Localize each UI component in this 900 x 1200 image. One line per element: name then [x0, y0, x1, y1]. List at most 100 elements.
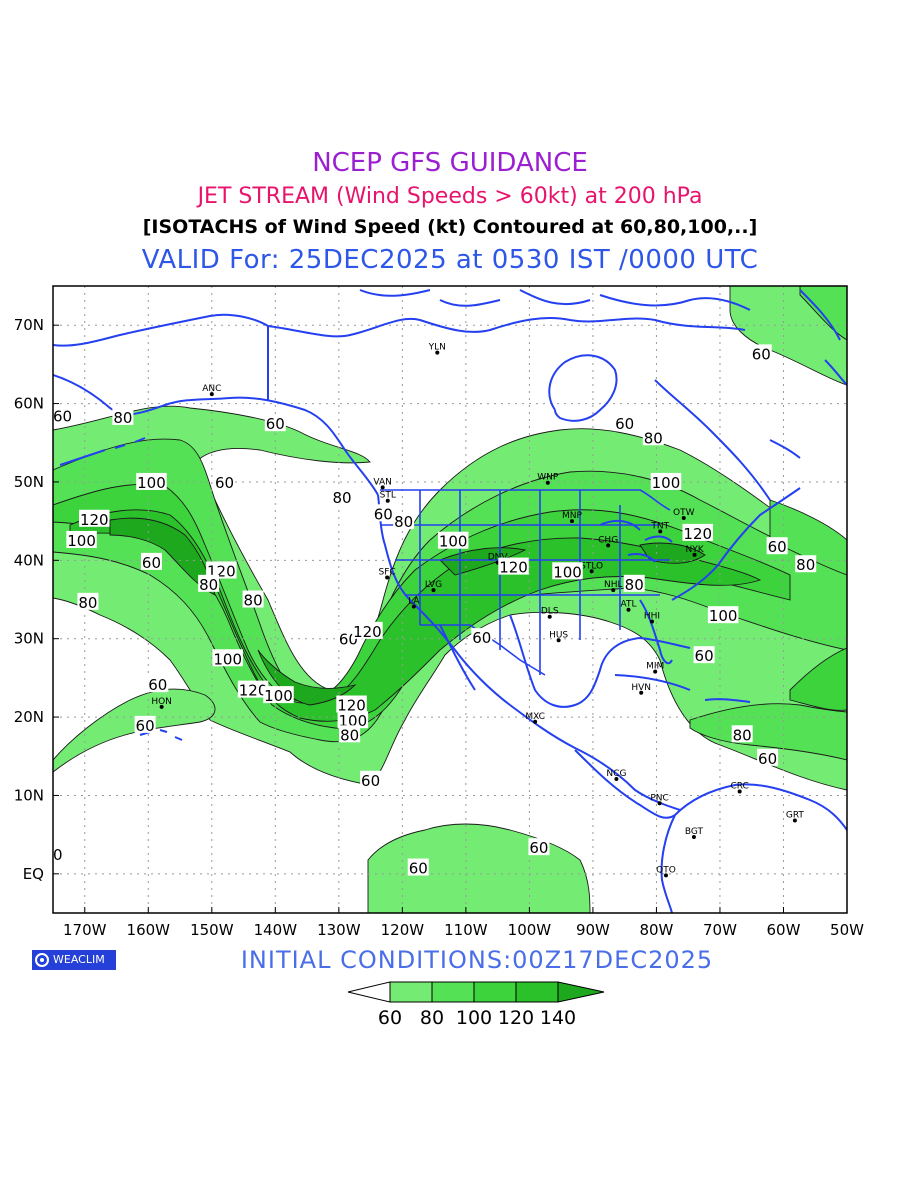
isotach-label-bg: [134, 715, 156, 733]
isotach-label-bg: [407, 858, 429, 876]
isotach-label-bg: [53, 406, 74, 424]
color-bar: 60 80 100 120 140: [347, 981, 605, 1029]
station-dot: [663, 873, 668, 878]
isotach-label: 80: [199, 576, 218, 594]
isotach-label-bg: [614, 414, 636, 432]
station-dot: [691, 834, 696, 839]
station-label: HON: [151, 697, 172, 707]
isotach-label-bg: [140, 552, 162, 570]
isotach-label-bg: [198, 574, 220, 592]
title-valid-time: VALID For: 25DEC2025 at 0530 IST /0000 U…: [141, 245, 759, 275]
isotach-label-bg: [79, 509, 110, 527]
isotach-label-bg: [336, 695, 367, 713]
station-label: MNP: [562, 511, 582, 521]
station-dot: [692, 552, 697, 557]
isotach-label: 60: [361, 772, 380, 790]
station-markers: ANC YLN VAN STL WNP MNP OTW TNT CHG NYK DNV SFC LVG L…: [151, 343, 804, 878]
isotach-label: 60: [53, 407, 72, 425]
isotach-label: 60: [758, 750, 777, 768]
station-label: VAN: [373, 477, 391, 487]
isotach-140-core-1: [109, 517, 216, 596]
isotach-label: 60: [615, 415, 634, 433]
isotach-label-bg: [372, 504, 394, 522]
lon-tick-label: 110W: [444, 921, 488, 939]
isotach-label: 60: [472, 629, 491, 647]
cuba: [614, 674, 691, 691]
isotach-label: 100: [709, 607, 738, 625]
station-label: CRC: [730, 782, 748, 792]
isotach-label: 100: [264, 687, 293, 705]
station-label: NCG: [606, 769, 626, 779]
isotach-label-bg: [682, 523, 713, 541]
florida: [639, 599, 673, 665]
coast-alaska-west: [53, 374, 231, 416]
hudson-bay: [548, 354, 618, 422]
station-label: WNP: [537, 473, 559, 483]
coast-alaska-north: [53, 313, 269, 347]
station-dot: [737, 789, 742, 794]
lat-tick-label: 70N: [14, 316, 44, 334]
colorbar-lower-triangle: [347, 981, 391, 1003]
isotach-labels: 60 80 606010080120100606080120808010012010…: [53, 344, 817, 878]
station-dot: [385, 498, 390, 503]
isotach-label-bg: [53, 845, 64, 863]
isotach-label-bg: [623, 574, 645, 592]
isotach-label-bg: [77, 592, 99, 610]
isotach-label-bg: [498, 557, 529, 575]
coast-south-america-west: [660, 814, 676, 913]
colorbar-bin-100: [473, 981, 517, 1003]
hispaniola-pr: [704, 698, 751, 703]
isotach-label: 60: [695, 647, 714, 665]
coastlines: [53, 289, 847, 913]
isotach-label-bg: [693, 646, 715, 664]
isotach-label-bg: [360, 770, 382, 788]
lon-tick-label: 50W: [830, 921, 864, 939]
lon-tick-label: 150W: [190, 921, 234, 939]
isotach-label-bg: [707, 606, 739, 624]
station-label: LA: [408, 597, 420, 607]
isotach-label: 60: [409, 860, 428, 878]
isotach-label-bg: [339, 725, 361, 743]
coast-us-west: [377, 494, 511, 706]
longitude-axis: 170W 160W 150W 140W 130W 120W 110W 100W 90W 80W 70…: [63, 907, 864, 939]
isotach-label: 120: [239, 682, 268, 700]
station-dot: [547, 614, 552, 619]
isotach-140-core-4: [639, 542, 706, 564]
station-dot: [639, 690, 644, 695]
isotach-label: 100: [439, 533, 468, 551]
station-dot: [589, 569, 594, 574]
coast-canada-arctic: [267, 317, 746, 338]
weaclim-logo: WEACLIM: [32, 950, 116, 970]
station-label: HHI: [644, 611, 660, 621]
station-label: GRT: [786, 811, 805, 821]
colorbar-bin-120: [515, 981, 559, 1003]
isotach-label: 100: [652, 474, 681, 492]
station-dot: [556, 638, 561, 643]
lat-tick-label: 30N: [14, 630, 44, 648]
colorbar-label: 120: [498, 1007, 534, 1029]
station-dot: [606, 543, 611, 548]
isotach-label-bg: [393, 512, 415, 530]
station-dot: [431, 588, 436, 593]
greenland-coast: [799, 289, 847, 386]
station-label: SFC: [379, 568, 396, 578]
coast-us-east: [671, 487, 801, 601]
isotach-label: 80: [644, 429, 663, 447]
title-product: NCEP GFS GUIDANCE: [312, 148, 588, 178]
isotach-label-bg: [750, 344, 772, 362]
isotach-label: 60: [142, 554, 161, 572]
colorbar-label: 100: [456, 1007, 492, 1029]
station-label: STL: [380, 491, 396, 501]
isotach-label: 100: [137, 474, 166, 492]
station-label: LVG: [425, 580, 442, 590]
isotach-label: 80: [244, 592, 263, 610]
isotach-label-bg: [112, 407, 134, 425]
lon-tick-label: 90W: [576, 921, 610, 939]
station-dot: [159, 704, 164, 709]
station-label: PNC: [650, 793, 668, 803]
isotach-label: 120: [337, 697, 366, 715]
lat-tick-label: 20N: [14, 708, 44, 726]
lon-tick-label: 60W: [767, 921, 801, 939]
isotach-label-bg: [147, 675, 169, 693]
isotach-label-bg: [731, 725, 753, 743]
